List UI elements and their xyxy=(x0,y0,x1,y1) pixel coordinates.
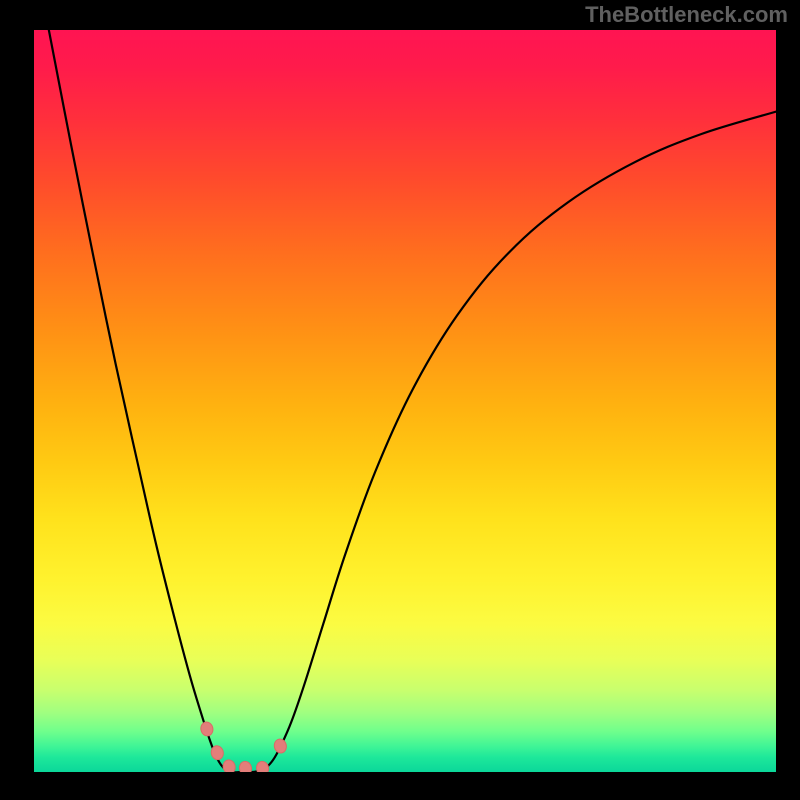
chart-svg xyxy=(34,30,776,772)
bottleneck-curve xyxy=(49,30,776,772)
marker-point xyxy=(200,721,215,737)
watermark-text: TheBottleneck.com xyxy=(585,2,788,28)
marker-point xyxy=(222,759,237,772)
marker-point xyxy=(238,760,253,772)
plot-area xyxy=(34,30,776,772)
marker-point xyxy=(255,760,270,772)
chart-container: { "watermark": { "text": "TheBottleneck.… xyxy=(0,0,800,800)
marker-point xyxy=(273,738,288,754)
